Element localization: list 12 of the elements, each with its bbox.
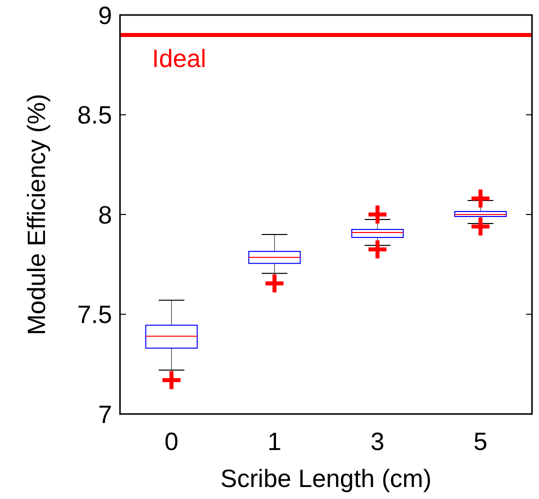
y-tick-label: 8 [98,201,112,230]
y-tick-label: 9 [98,2,112,30]
x-axis-title: Scribe Length (cm) [220,465,432,493]
y-tick-label: 7.5 [77,301,112,329]
ref-line-label: Ideal [152,44,206,73]
x-tick-label: 1 [268,428,282,456]
y-axis-title: Module Efficiency (%) [23,94,51,336]
x-tick-label: 5 [474,428,488,456]
y-tick-label: 8.5 [77,102,112,130]
x-tick-label: 3 [370,428,384,456]
x-tick-label: 0 [164,428,178,456]
y-tick-label: 7 [98,400,112,429]
